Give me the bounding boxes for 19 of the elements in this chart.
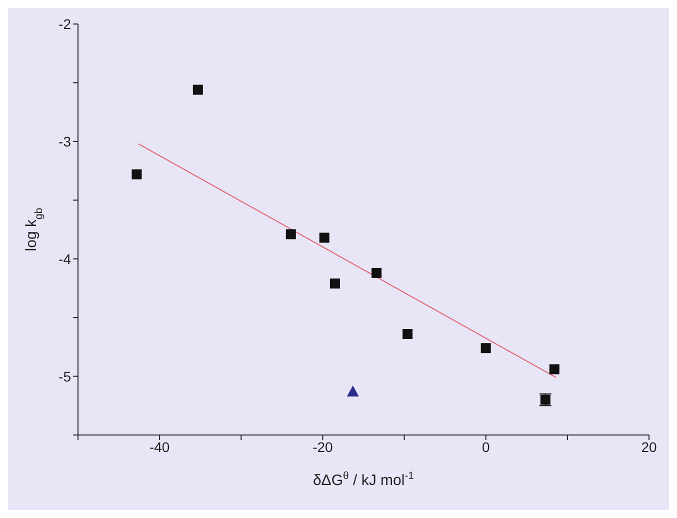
point xyxy=(549,364,560,374)
y-tick-label: -5 xyxy=(58,368,72,384)
x-tick-label: -40 xyxy=(149,438,170,455)
x-tick-label: 0 xyxy=(482,438,490,455)
y-tick-label: -3 xyxy=(58,133,72,150)
point xyxy=(132,169,142,180)
point xyxy=(319,232,330,243)
point xyxy=(330,278,340,289)
point xyxy=(286,229,296,240)
point xyxy=(402,329,413,340)
x-tick-label: -20 xyxy=(312,438,334,455)
point xyxy=(192,84,203,95)
y-tick-label: -4 xyxy=(58,250,72,267)
point xyxy=(372,268,382,278)
x-tick-label: 20 xyxy=(641,438,657,455)
point xyxy=(480,343,491,354)
point xyxy=(346,386,359,397)
y-tick-label: -2 xyxy=(58,16,72,32)
x-axis-title: δΔG$^{θ}$ / kJ mol$^{-1}$ xyxy=(312,470,414,489)
